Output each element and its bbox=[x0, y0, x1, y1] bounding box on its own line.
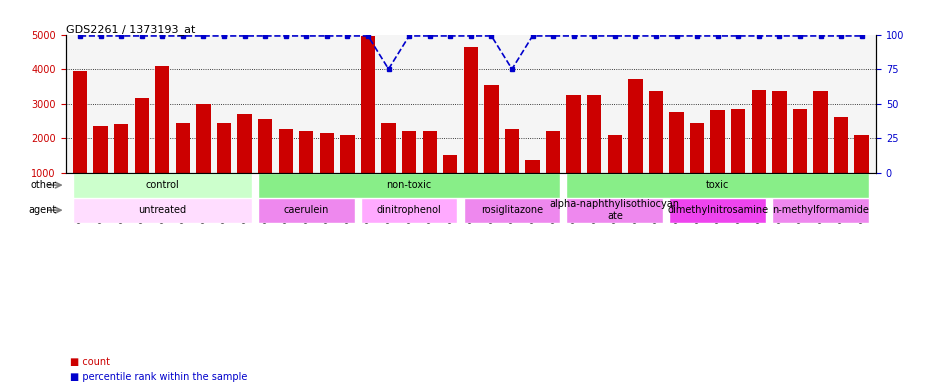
Bar bbox=[648, 91, 663, 207]
Bar bbox=[73, 71, 87, 207]
Bar bbox=[587, 95, 601, 207]
Bar bbox=[340, 135, 354, 207]
Bar bbox=[135, 98, 149, 207]
Bar bbox=[278, 129, 293, 207]
Text: caerulein: caerulein bbox=[284, 205, 329, 215]
Bar bbox=[607, 135, 622, 207]
Bar bbox=[463, 198, 560, 223]
Bar bbox=[792, 109, 806, 207]
Bar bbox=[402, 131, 416, 207]
Bar bbox=[689, 122, 704, 207]
Bar bbox=[709, 111, 724, 207]
Text: GDS2261 / 1373193_at: GDS2261 / 1373193_at bbox=[66, 24, 195, 35]
Text: other: other bbox=[30, 180, 56, 190]
Bar bbox=[668, 198, 766, 223]
Bar bbox=[812, 91, 826, 207]
Bar bbox=[566, 172, 868, 198]
Bar bbox=[463, 46, 477, 207]
Bar bbox=[566, 198, 663, 223]
Text: control: control bbox=[145, 180, 179, 190]
Text: non-toxic: non-toxic bbox=[386, 180, 431, 190]
Bar bbox=[299, 131, 314, 207]
Bar bbox=[422, 131, 436, 207]
Bar bbox=[751, 90, 766, 207]
Bar bbox=[833, 118, 847, 207]
Text: untreated: untreated bbox=[139, 205, 186, 215]
Bar bbox=[360, 198, 457, 223]
Bar bbox=[73, 198, 252, 223]
Text: n-methylformamide: n-methylformamide bbox=[771, 205, 868, 215]
Bar bbox=[730, 109, 745, 207]
Bar bbox=[443, 155, 457, 207]
Text: ■ percentile rank within the sample: ■ percentile rank within the sample bbox=[70, 372, 247, 382]
Bar bbox=[627, 79, 642, 207]
Text: dimethylnitrosamine: dimethylnitrosamine bbox=[666, 205, 768, 215]
Text: toxic: toxic bbox=[705, 180, 728, 190]
Bar bbox=[155, 66, 169, 207]
Bar bbox=[196, 104, 211, 207]
Bar bbox=[546, 131, 560, 207]
Bar bbox=[73, 172, 252, 198]
Text: rosiglitazone: rosiglitazone bbox=[480, 205, 543, 215]
Bar bbox=[505, 129, 519, 207]
Bar bbox=[381, 122, 395, 207]
Bar bbox=[771, 91, 785, 207]
Bar bbox=[257, 119, 272, 207]
Bar bbox=[319, 133, 334, 207]
Bar bbox=[175, 122, 190, 207]
Bar bbox=[257, 198, 354, 223]
Text: alpha-naphthylisothiocyan
ate: alpha-naphthylisothiocyan ate bbox=[549, 199, 680, 221]
Bar bbox=[216, 122, 231, 207]
Bar bbox=[668, 112, 683, 207]
Text: dinitrophenol: dinitrophenol bbox=[376, 205, 441, 215]
Bar bbox=[257, 172, 560, 198]
Bar bbox=[854, 135, 868, 207]
Text: ■ count: ■ count bbox=[70, 357, 110, 367]
Bar bbox=[114, 124, 128, 207]
Bar bbox=[566, 95, 580, 207]
Bar bbox=[237, 114, 252, 207]
Bar bbox=[94, 126, 108, 207]
Bar bbox=[484, 84, 498, 207]
Bar bbox=[525, 161, 539, 207]
Bar bbox=[771, 198, 868, 223]
Bar bbox=[360, 36, 374, 207]
Text: agent: agent bbox=[28, 205, 56, 215]
